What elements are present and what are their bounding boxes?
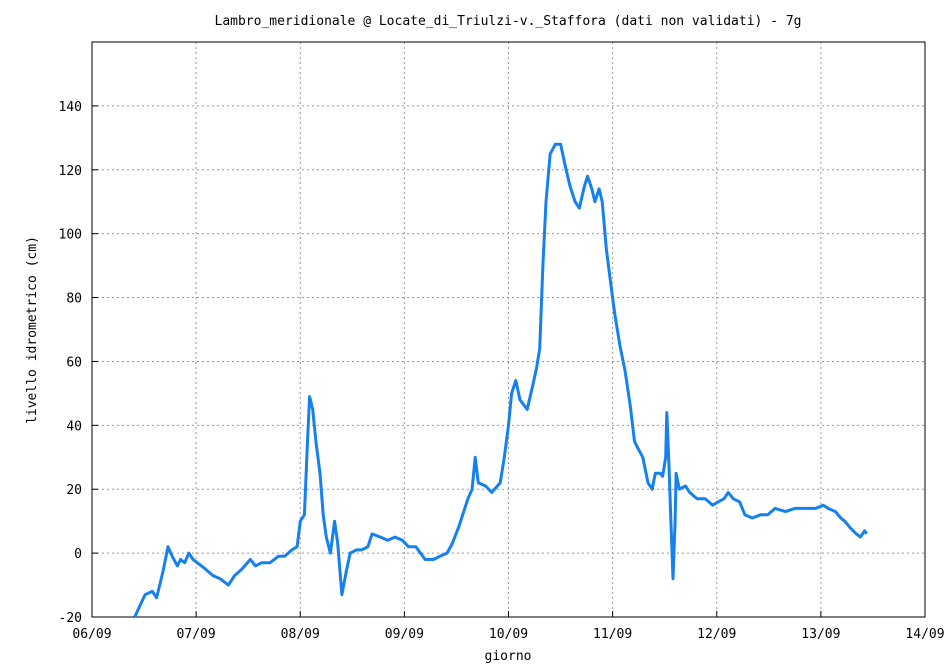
y-tick-label: 80 bbox=[66, 292, 82, 307]
y-tick-label: 40 bbox=[66, 419, 82, 434]
x-tick-label: 06/09 bbox=[72, 627, 111, 642]
y-tick-label: 0 bbox=[74, 547, 82, 562]
x-tick-label: 09/09 bbox=[385, 627, 424, 642]
y-tick-label: 20 bbox=[66, 483, 82, 498]
x-tick-label: 08/09 bbox=[281, 627, 320, 642]
y-axis-label: livello idrometrico (cm) bbox=[25, 236, 40, 424]
x-tick-label: 14/09 bbox=[905, 627, 944, 642]
y-tick-label: 120 bbox=[59, 164, 82, 179]
y-tick-label: -20 bbox=[59, 611, 82, 626]
data-line bbox=[133, 142, 868, 618]
x-tick-label: 11/09 bbox=[593, 627, 632, 642]
x-tick-label: 13/09 bbox=[801, 627, 840, 642]
x-tick-label: 07/09 bbox=[177, 627, 216, 642]
y-tick-label: 60 bbox=[66, 355, 82, 370]
x-axis-label: giorno bbox=[485, 649, 532, 664]
chart-title: Lambro_meridionale @ Locate_di_Triulzi-v… bbox=[215, 14, 802, 29]
y-tick-label: 140 bbox=[59, 100, 82, 115]
y-tick-label: 100 bbox=[59, 228, 82, 243]
plot-frame bbox=[91, 41, 926, 618]
x-tick-label: 12/09 bbox=[697, 627, 736, 642]
x-tick-label: 10/09 bbox=[489, 627, 528, 642]
